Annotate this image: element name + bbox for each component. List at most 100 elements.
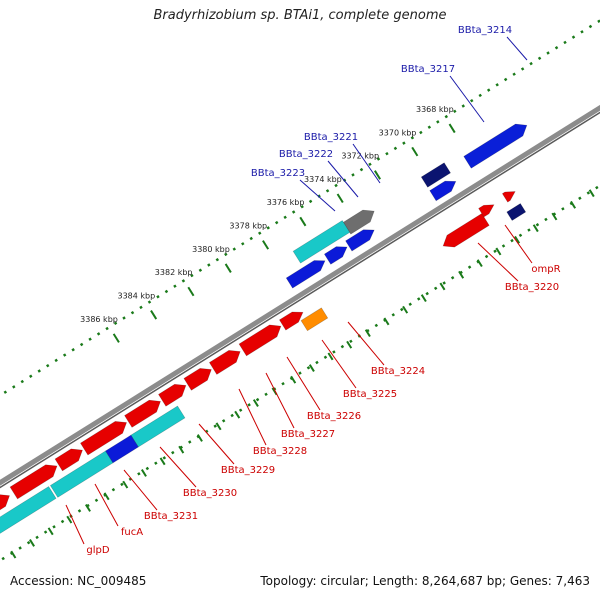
outer-tick-dots xyxy=(79,342,84,347)
tick-label: 3372 kbp xyxy=(341,152,379,161)
inner-tick-dots xyxy=(60,519,65,524)
outer-tick-dots xyxy=(283,215,287,220)
gene-label-inner: BBta_3231 xyxy=(144,511,198,522)
inner-tick-dots xyxy=(281,381,285,386)
tick-label: 3380 kbp xyxy=(192,245,230,254)
major-tick xyxy=(290,375,297,384)
leader-line xyxy=(504,224,533,264)
gene-bbta-3220 xyxy=(442,213,490,248)
inner-tick-dots xyxy=(493,249,497,253)
outer-tick-dots xyxy=(359,167,364,172)
gene-bbta-3224-red xyxy=(279,311,304,331)
outer-tick-dots xyxy=(96,332,101,336)
major-tick xyxy=(346,340,353,349)
tick-mark xyxy=(262,240,270,250)
inner-tick-dots xyxy=(77,509,82,513)
inner-tick-dots xyxy=(120,482,124,487)
outer-tick-dots xyxy=(495,83,499,87)
gene-fuca-blue xyxy=(105,434,139,464)
outer-tick-dots xyxy=(258,231,262,235)
leader-line xyxy=(94,483,119,527)
major-tick xyxy=(551,212,558,221)
gene-label-inner: BBta_3227 xyxy=(281,429,335,440)
tick-label: 3384 kbp xyxy=(117,292,155,301)
outer-tick-dots xyxy=(181,279,186,283)
outer-tick-dots xyxy=(190,273,194,278)
inner-tick-dots xyxy=(137,472,141,476)
outer-tick-dots xyxy=(224,252,228,257)
gene-bbta-3223c xyxy=(285,260,326,289)
inner-tick-dots xyxy=(221,419,226,423)
inner-tick-dots xyxy=(94,498,99,503)
accession-text: Accession: NC_009485 xyxy=(10,574,147,588)
gene-bbta-3231b xyxy=(9,464,58,500)
major-tick xyxy=(159,457,166,466)
inner-tick-dots xyxy=(349,339,353,344)
leader-line xyxy=(449,75,485,123)
inner-tick-dots xyxy=(1,556,5,561)
gene-bbta-3229 xyxy=(124,399,161,428)
outer-tick-dots xyxy=(512,72,516,76)
outer-tick-dots xyxy=(554,45,559,50)
outer-tick-dots xyxy=(427,125,432,129)
outer-tick-dots xyxy=(571,35,576,39)
major-tick xyxy=(29,539,35,547)
inner-tick-dots xyxy=(171,450,175,455)
outer-tick-dots xyxy=(71,348,75,352)
inner-tick-dots xyxy=(578,196,582,200)
major-tick xyxy=(495,247,502,256)
major-tick xyxy=(234,410,241,419)
outer-tick-dots xyxy=(580,30,584,34)
tick-mark xyxy=(411,146,419,157)
gene-label-inner: BBta_3224 xyxy=(371,366,425,377)
outer-tick-dots xyxy=(45,363,50,368)
inner-tick-dots xyxy=(332,350,336,354)
gene-bbta-3225 xyxy=(238,324,282,357)
major-tick xyxy=(439,282,446,291)
outer-tick-dots xyxy=(563,40,567,45)
inner-tick-dots xyxy=(425,291,429,296)
outer-tick-dots xyxy=(325,189,330,193)
gene-label-outer: BBta_3217 xyxy=(401,64,455,75)
major-tick xyxy=(402,305,409,314)
leader-line xyxy=(123,469,158,511)
major-tick xyxy=(364,329,371,338)
gene-label-inner: glpD xyxy=(86,545,109,556)
major-tick xyxy=(196,434,203,442)
gene-label-inner: BBta_3226 xyxy=(307,411,361,422)
outer-tick-dots xyxy=(503,77,508,82)
outer-tick-dots xyxy=(207,263,211,267)
inner-tick-dots xyxy=(544,217,548,222)
outer-tick-dots xyxy=(88,337,92,341)
outer-tick-dots xyxy=(62,353,67,357)
inner-tick-dots xyxy=(188,440,192,444)
outer-tick-dots xyxy=(173,284,177,288)
major-tick xyxy=(570,200,577,209)
inner-tick-dots xyxy=(323,355,328,359)
major-tick xyxy=(514,235,521,244)
leader-line xyxy=(321,339,357,389)
tick-label: 3386 kbp xyxy=(80,315,118,324)
inner-tick-dots xyxy=(43,530,48,534)
outer-tick-dots xyxy=(156,295,160,299)
tick-label: 3378 kbp xyxy=(229,222,267,231)
gene-label-inner: fucA xyxy=(121,527,143,538)
gene-ompr-dark xyxy=(506,203,527,221)
tick-label: 3368 kbp xyxy=(416,105,454,114)
outer-tick-dots xyxy=(130,310,135,315)
outer-tick-dots xyxy=(376,157,381,161)
major-tick xyxy=(66,515,73,524)
outer-tick-dots xyxy=(29,374,33,378)
inner-tick-dots xyxy=(26,540,31,545)
tick-mark xyxy=(187,286,195,297)
inner-tick-dots xyxy=(535,223,540,227)
gene-bbta-3230 xyxy=(80,421,127,456)
gene-bbta-3214 xyxy=(463,123,528,169)
inner-tick-dots xyxy=(433,286,438,291)
inner-tick-dots xyxy=(391,313,396,317)
outer-tick-dots xyxy=(410,136,415,140)
outer-tick-dots xyxy=(453,109,457,114)
inner-tick-dots xyxy=(111,487,116,492)
outer-tick-dots xyxy=(402,141,406,145)
